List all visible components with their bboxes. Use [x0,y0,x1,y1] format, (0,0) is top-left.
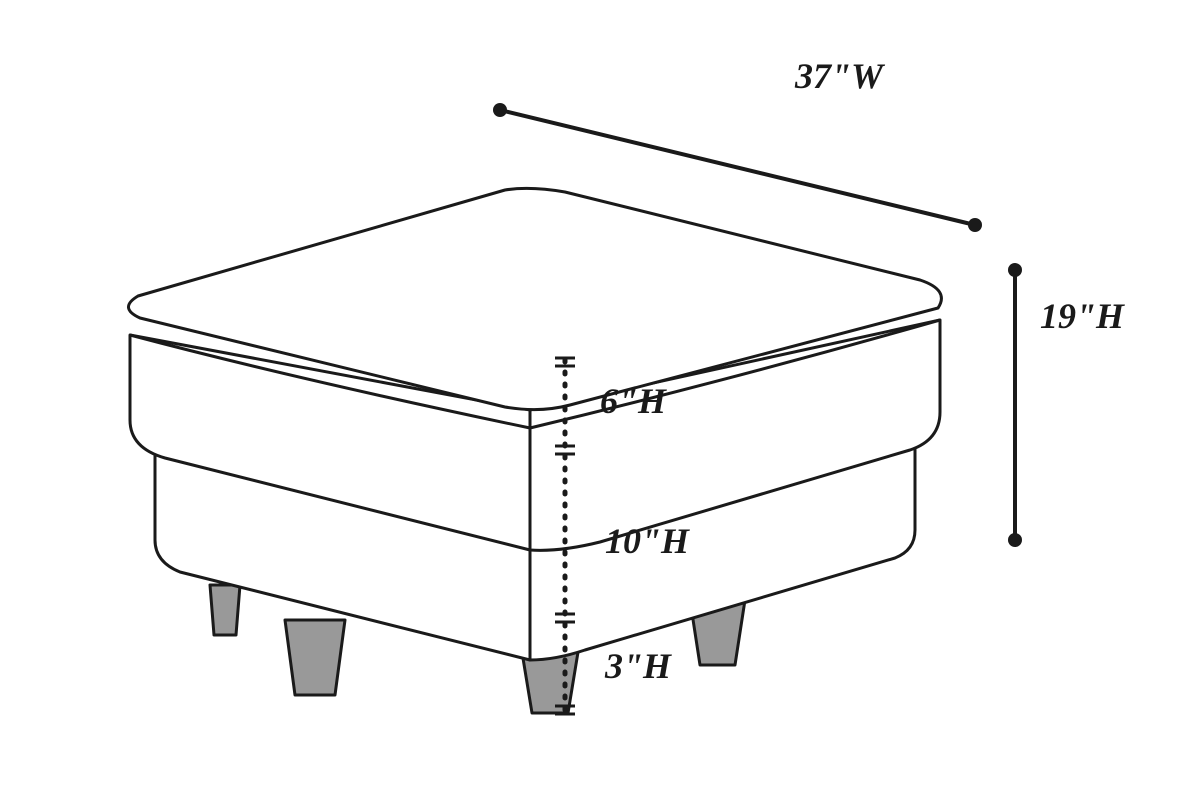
dimension-diagram: 37"W 19"H 6"H 10"H 3"H [0,0,1200,800]
total-height-label: 19"H [1040,295,1124,337]
total-height-dimension [1008,263,1022,547]
cushion-height-label: 6"H [600,380,666,422]
width-label: 37"W [795,55,883,97]
leg-height-label: 3"H [605,645,671,687]
base-height-label: 10"H [605,520,689,562]
